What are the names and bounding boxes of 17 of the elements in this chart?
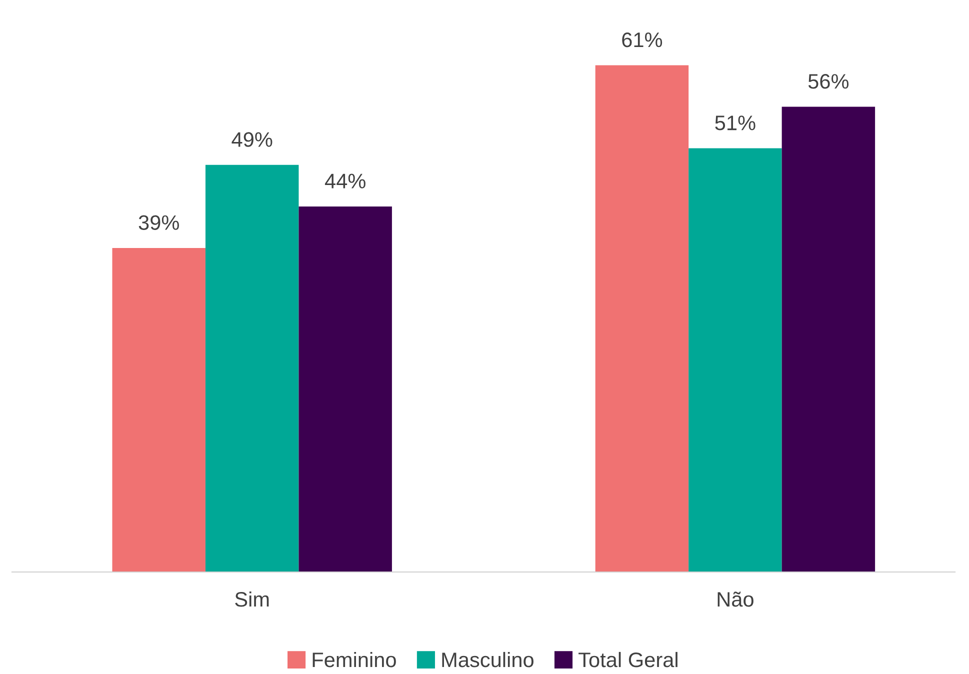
- bar: [688, 148, 782, 572]
- bar: [298, 206, 392, 572]
- data-label: 51%: [715, 116, 756, 130]
- bar: [782, 106, 876, 572]
- data-label: 56%: [808, 74, 849, 89]
- legend-label: Feminino: [312, 652, 396, 668]
- bar: [595, 65, 689, 572]
- legend-label: Masculino: [442, 652, 534, 668]
- data-label: 44%: [324, 174, 366, 188]
- data-label: 49%: [232, 132, 272, 147]
- bar: [205, 164, 299, 572]
- data-label: 39%: [138, 215, 179, 230]
- data-label: 61%: [622, 32, 662, 48]
- bar: [112, 248, 206, 572]
- x-tick-label: Sim: [235, 591, 269, 607]
- legend-label: Total Geral: [578, 652, 678, 668]
- x-tick-label: Não: [718, 592, 754, 607]
